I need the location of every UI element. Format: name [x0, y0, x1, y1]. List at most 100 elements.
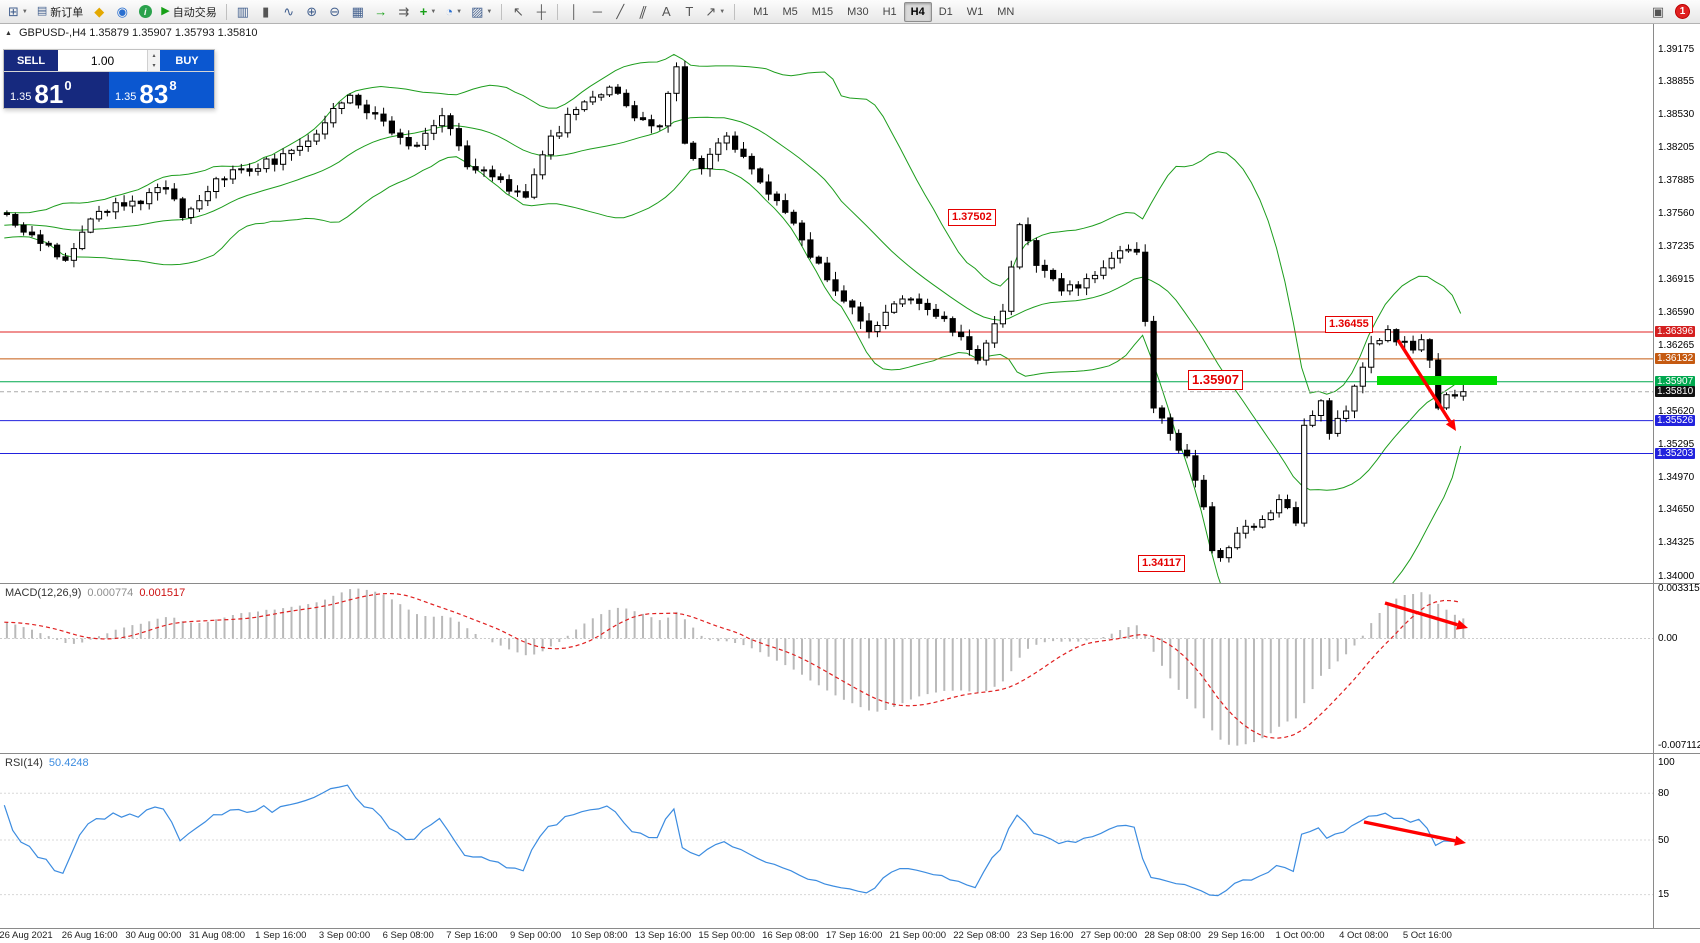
sell-button[interactable]: SELL — [4, 50, 58, 71]
candlesticks — [3, 60, 1467, 563]
time-axis-label: 5 Oct 16:00 — [1402, 930, 1452, 941]
timeframe-button-d1[interactable]: D1 — [938, 5, 953, 18]
arrows-tool-button[interactable]: ↗ ▼ — [701, 2, 729, 22]
bar-chart-icon: ▥ — [236, 4, 249, 19]
price-tick: 1.36915 — [1658, 273, 1695, 285]
price-tick: 1.34650 — [1658, 504, 1695, 516]
timeframe-button-w1[interactable]: W1 — [966, 5, 984, 18]
buy-price-panel[interactable]: 1.35 83 8 — [109, 72, 214, 108]
time-axis-label: 3 Sep 00:00 — [318, 930, 371, 941]
timeframe-button-m5[interactable]: M5 — [782, 5, 798, 18]
arrows-tool-icon: ↗ — [705, 4, 717, 19]
chevron-down-icon: ▼ — [719, 8, 726, 15]
window-button[interactable]: ▣ — [1647, 2, 1669, 22]
text-tool-button[interactable]: A — [655, 2, 677, 22]
channel-button[interactable]: ∥ — [632, 2, 654, 22]
bar-chart-button[interactable]: ▥ — [232, 2, 254, 22]
label-tool-icon: T — [685, 4, 694, 19]
volume-increase-button[interactable]: ▴ — [148, 50, 160, 61]
price-level-badge: 1.36396 — [1655, 326, 1696, 337]
price-tick: 1.34000 — [1658, 570, 1695, 582]
macd-splitter[interactable] — [0, 583, 1700, 584]
chart-shift-button[interactable]: ⇉ — [393, 2, 415, 22]
macd-axis-label: 0.003315 — [1658, 583, 1700, 595]
metaeditor-button[interactable]: ◆ — [88, 2, 110, 22]
price-callout: 1.37502 — [948, 209, 996, 226]
templates-button[interactable]: ▨ ▼ — [467, 2, 496, 22]
time-axis-label: 15 Sep 00:00 — [698, 930, 755, 941]
macd-name: MACD(12,26,9) — [5, 587, 82, 599]
timeframe-button-h1[interactable]: H1 — [882, 5, 897, 18]
time-axis-label: 1 Oct 00:00 — [1275, 930, 1325, 941]
auto-scroll-button[interactable]: → — [370, 2, 392, 22]
macd-axis-label: 0.00 — [1658, 633, 1678, 644]
buy-button[interactable]: BUY — [160, 50, 214, 71]
chevron-down-icon: ▼ — [430, 8, 437, 15]
volume-decrease-button[interactable]: ▾ — [148, 60, 160, 71]
toolbar-separator — [501, 3, 503, 20]
sell-price-panel[interactable]: 1.35 81 0 — [4, 72, 109, 108]
template-icon: ▨ — [471, 4, 484, 19]
time-axis-label: 23 Sep 16:00 — [1016, 930, 1074, 941]
macd-panel[interactable] — [0, 583, 1653, 753]
volume-input[interactable] — [58, 50, 147, 71]
rsi-label: RSI(14) 50.4248 — [5, 757, 89, 769]
info-button[interactable]: i — [134, 2, 156, 22]
rsi-splitter[interactable] — [0, 753, 1700, 754]
timeframe-button-mn[interactable]: MN — [997, 5, 1015, 18]
cursor-button[interactable]: ↖ — [507, 2, 529, 22]
sell-price-sup: 0 — [64, 78, 72, 93]
time-axis-label: 31 Aug 08:00 — [189, 930, 246, 941]
time-axis[interactable]: 26 Aug 2021 26 Aug 16:00 30 Aug 00:00 31 Au… — [0, 928, 1700, 943]
chevron-down-icon: ▼ — [486, 8, 493, 15]
price-level-badge: 1.35907 — [1655, 375, 1696, 387]
rsi-axis-label: 100 — [1658, 756, 1675, 768]
timeframe-button-m1[interactable]: M1 — [753, 5, 769, 18]
label-tool-button[interactable]: T — [678, 2, 700, 22]
chevron-down-icon: ▼ — [456, 8, 463, 15]
time-axis-label: 16 Sep 08:00 — [762, 930, 819, 941]
sell-price-prefix: 1.35 — [10, 91, 32, 103]
time-axis-label: 28 Sep 08:00 — [1144, 930, 1201, 941]
chevron-down-icon: ▼ — [21, 8, 28, 15]
line-chart-button[interactable]: ∿ — [278, 2, 300, 22]
autotrading-button[interactable]: ▶ 自动交易 — [157, 2, 220, 22]
buy-price-prefix: 1.35 — [115, 91, 137, 103]
line-chart-icon: ∿ — [283, 4, 295, 19]
terminal-button[interactable]: ◉ — [111, 2, 133, 22]
timeframe-button-h4[interactable]: H4 — [903, 1, 932, 22]
horizontal-line-button[interactable]: ─ — [586, 2, 608, 22]
tile-windows-icon: ▦ — [351, 4, 364, 19]
new-order-button[interactable]: ▤ 新订单 — [33, 2, 87, 22]
vertical-line-button[interactable]: │ — [563, 2, 585, 22]
price-tick: 1.38855 — [1658, 76, 1695, 88]
tile-windows-button[interactable]: ▦ — [347, 2, 369, 22]
rsi-panel[interactable] — [0, 753, 1653, 928]
new-chart-button[interactable]: ⊞ ▼ — [4, 2, 32, 22]
add-indicator-button[interactable]: + ▼ — [416, 2, 441, 22]
zoom-out-icon: ⊖ — [329, 4, 341, 19]
chart-shift-icon: ⇉ — [398, 4, 410, 19]
crosshair-icon: ┼ — [536, 4, 546, 19]
main-chart[interactable] — [0, 24, 1653, 583]
candlestick-chart-button[interactable]: ▮ — [255, 2, 277, 22]
crosshair-button[interactable]: ┼ — [530, 2, 552, 22]
macd-axis-label: -0.007112 — [1658, 740, 1700, 752]
timeframe-button-m15[interactable]: M15 — [811, 5, 834, 18]
trendline-button[interactable]: ╱ — [609, 2, 631, 22]
notification-badge[interactable]: 1 — [1675, 4, 1690, 19]
rsi-line — [3, 784, 1461, 897]
toolbar-right: ▣ 1 — [1647, 2, 1696, 22]
periods-button[interactable]: ◔ ▼ — [441, 2, 466, 22]
macd-signal-line — [4, 592, 1461, 739]
timeframe-button-m30[interactable]: M30 — [847, 5, 869, 18]
add-indicator-icon: + — [419, 4, 428, 19]
price-level-badge: 1.36132 — [1655, 352, 1696, 364]
price-tick: 1.37885 — [1658, 174, 1695, 186]
channel-icon: ∥ — [637, 4, 650, 19]
price-axis[interactable]: 1.39175 1.38855 1.38530 1.38205 1.37885 1.375… — [1654, 0, 1700, 943]
chart-title-text: GBPUSD-,H4 1.35879 1.35907 1.35793 1.358… — [18, 27, 258, 39]
trend-arrow — [1396, 339, 1456, 431]
zoom-out-button[interactable]: ⊖ — [324, 2, 346, 22]
time-axis-label: 6 Sep 08:00 — [382, 930, 434, 941]
